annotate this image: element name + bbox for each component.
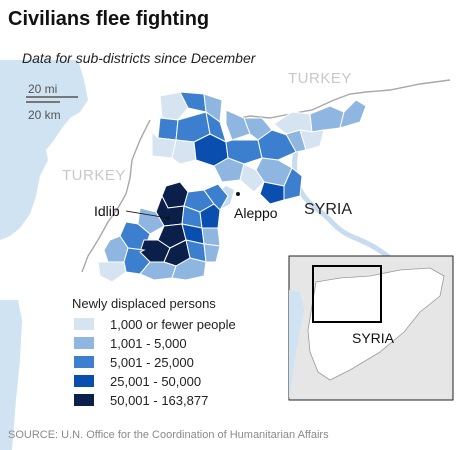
inset-syria-label: SYRIA bbox=[352, 330, 395, 346]
sub-district bbox=[309, 105, 345, 133]
legend-swatch bbox=[74, 375, 94, 387]
sub-district bbox=[299, 129, 325, 151]
turkey-label-left: TURKEY bbox=[62, 167, 126, 184]
sub-district bbox=[201, 227, 221, 247]
legend-label: 1,001 - 5,000 bbox=[110, 336, 187, 351]
legend-label: 50,001 - 163,877 bbox=[110, 393, 208, 408]
legend-swatch bbox=[74, 394, 94, 406]
sub-district bbox=[259, 181, 285, 205]
sub-district bbox=[203, 243, 221, 263]
sub-district bbox=[339, 99, 367, 129]
legend-swatch bbox=[74, 337, 94, 349]
legend: Newly displaced persons 1,000 or fewer p… bbox=[72, 296, 236, 408]
legend-label: 25,001 - 50,000 bbox=[110, 374, 201, 389]
sub-district bbox=[137, 207, 165, 235]
inset-highlight-box bbox=[312, 265, 382, 323]
legend-label: 5,001 - 25,000 bbox=[110, 355, 194, 370]
chart-subtitle: Data for sub-districts since December bbox=[22, 50, 256, 66]
inset-syria bbox=[307, 267, 445, 381]
scale-km-label: 20 km bbox=[28, 108, 61, 122]
legend-label: 1,000 or fewer people bbox=[110, 317, 236, 332]
source-note: SOURCE: U.N. Office for the Coordination… bbox=[8, 429, 329, 441]
turkey-label-top: TURKEY bbox=[288, 70, 352, 87]
sub-district bbox=[239, 163, 265, 193]
legend-items: 1,000 or fewer people 1,001 - 5,000 5,001 … bbox=[74, 317, 236, 408]
turkey-syria-border bbox=[229, 79, 451, 121]
aleppo-label: Aleppo bbox=[234, 205, 278, 221]
sub-district bbox=[157, 117, 179, 141]
inset-map: SYRIA bbox=[288, 255, 454, 401]
sub-district bbox=[97, 261, 127, 283]
sub-district bbox=[159, 91, 189, 121]
aleppo-marker bbox=[236, 192, 240, 196]
sub-district bbox=[199, 203, 221, 229]
chart-title: Civilians flee fighting bbox=[8, 8, 210, 30]
sub-district bbox=[123, 247, 151, 275]
idlib-leader bbox=[125, 210, 169, 219]
sub-district bbox=[171, 257, 207, 281]
idlib-marker bbox=[166, 216, 170, 220]
scale-miles-label: 20 mi bbox=[28, 82, 57, 96]
turkey-border-west bbox=[81, 119, 151, 273]
legend-swatch bbox=[74, 318, 94, 330]
sub-district bbox=[203, 183, 229, 211]
legend-swatch bbox=[74, 356, 94, 368]
sea-water bbox=[0, 60, 88, 240]
sea-water-south bbox=[0, 300, 22, 450]
sub-district bbox=[283, 167, 303, 201]
legend-title: Newly displaced persons bbox=[72, 296, 216, 311]
sub-district bbox=[171, 139, 197, 165]
inset-sea bbox=[289, 290, 304, 400]
sub-district bbox=[225, 109, 251, 141]
syria-label: SYRIA bbox=[304, 201, 352, 218]
sub-district-regions bbox=[97, 91, 367, 283]
idlib-label: Idlib bbox=[94, 203, 120, 219]
